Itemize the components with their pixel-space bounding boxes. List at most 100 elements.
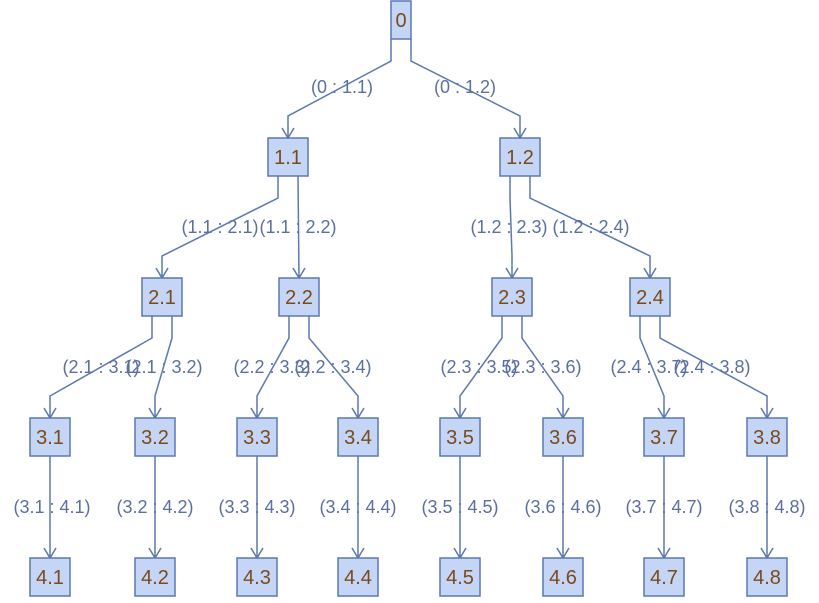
tree-node: 3.7: [643, 417, 685, 457]
edge-line: [49, 316, 153, 418]
tree-node: 3.5: [439, 417, 481, 457]
tree-node: 4.6: [542, 557, 584, 597]
edge-line: [529, 176, 651, 278]
tree-node: 2.3: [491, 277, 533, 317]
node-label: 4.2: [141, 567, 169, 589]
node-box: [390, 0, 412, 40]
tree-node: 3.6: [542, 417, 584, 457]
node-label: 4.5: [446, 567, 474, 589]
node-box: [542, 417, 584, 457]
node-box: [643, 557, 685, 597]
node-label: 4.4: [344, 567, 372, 589]
tree-node: 4.2: [134, 557, 176, 597]
tree-node: 2.2: [278, 277, 320, 317]
node-label: 3.8: [753, 427, 781, 449]
edge-label: (2.4 : 3.8): [673, 357, 750, 377]
node-box: [134, 557, 176, 597]
node-box: [134, 417, 176, 457]
tree-node: 3.8: [746, 417, 788, 457]
node-box: [337, 557, 379, 597]
tree-node: 4.3: [236, 557, 278, 597]
edge-label: (1.1 : 2.1): [181, 217, 258, 237]
node-label: 2.3: [498, 287, 526, 309]
node-label: 4.1: [36, 567, 64, 589]
node-label: 2.2: [285, 287, 313, 309]
edge-label: (2.3 : 3.5): [440, 357, 517, 377]
node-label: 4.3: [243, 567, 271, 589]
node-label: 2.1: [148, 287, 176, 309]
tree-node: 0: [390, 0, 412, 40]
edge-label: (1.2 : 2.4): [552, 217, 629, 237]
edge-label: (2.3 : 3.6): [504, 357, 581, 377]
edge-label: (0 : 1.2): [434, 77, 496, 97]
edge-label: (3.8 : 4.8): [728, 497, 805, 517]
edge-label: (3.5 : 4.5): [421, 497, 498, 517]
edge-line: [659, 316, 768, 418]
edge-line: [308, 316, 359, 418]
node-box: [491, 277, 533, 317]
node-box: [141, 277, 183, 317]
edges-layer: [43, 39, 774, 560]
tree-node: 1.2: [499, 137, 541, 177]
edge-line: [509, 176, 513, 278]
node-label: 4.7: [650, 567, 678, 589]
node-box: [278, 277, 320, 317]
tree-node: 1.1: [267, 137, 309, 177]
edge-line: [161, 176, 279, 278]
edge-line: [256, 316, 290, 418]
edge-label: (3.6 : 4.6): [524, 497, 601, 517]
edge-label: (2.2 : 3.3): [233, 357, 310, 377]
node-label: 4.8: [753, 567, 781, 589]
node-label: 1.2: [506, 147, 534, 169]
node-label: 3.7: [650, 427, 678, 449]
node-label: 3.5: [446, 427, 474, 449]
tree-node: 3.4: [337, 417, 379, 457]
node-box: [643, 417, 685, 457]
node-label: 3.2: [141, 427, 169, 449]
node-box: [236, 417, 278, 457]
tree-node: 3.2: [134, 417, 176, 457]
node-box: [439, 557, 481, 597]
edge-label: (3.3 : 4.3): [218, 497, 295, 517]
edge-label: (3.4 : 4.4): [319, 497, 396, 517]
edge-label: (1.2 : 2.3): [470, 217, 547, 237]
edge-line: [521, 316, 564, 418]
tree-node: 4.1: [29, 557, 71, 597]
node-box: [439, 417, 481, 457]
tree-node: 4.8: [746, 557, 788, 597]
edge-label: (2.1 : 3.1): [62, 357, 139, 377]
edge-label: (0 : 1.1): [311, 77, 373, 97]
edge-label: (3.2 : 4.2): [116, 497, 193, 517]
tree-node: 4.4: [337, 557, 379, 597]
edge-line: [639, 316, 665, 418]
tree-node: 3.1: [29, 417, 71, 457]
node-box: [629, 277, 671, 317]
node-box: [499, 137, 541, 177]
edge-line: [297, 175, 300, 279]
node-box: [337, 417, 379, 457]
edge-label: (3.1 : 4.1): [13, 497, 90, 517]
edge-line: [154, 316, 173, 418]
node-label: 0: [395, 10, 406, 32]
node-label: 3.1: [36, 427, 64, 449]
node-box: [746, 557, 788, 597]
edge-labels-layer: (0 : 1.1) (0 : 1.2) (1.1 : 2.1) (1.1 : 2.2)…: [13, 77, 805, 517]
node-box: [29, 557, 71, 597]
edge-label: (2.4 : 3.7): [610, 357, 687, 377]
node-box: [746, 417, 788, 457]
node-label: 3.4: [344, 427, 372, 449]
node-label: 3.3: [243, 427, 271, 449]
edge-line: [410, 39, 521, 138]
tree-node: 4.5: [439, 557, 481, 597]
edge-label: (2.2 : 3.4): [294, 357, 371, 377]
node-label: 2.4: [636, 287, 664, 309]
tree-node: 3.3: [236, 417, 278, 457]
nodes-layer: 0 1.1 1.2 2.1 2.2 2.3 2.4 3.1 3.2 3.3 3.4 3.5 3.6 3.7…: [29, 0, 788, 597]
edge-line: [287, 39, 392, 138]
tree-node: 2.4: [629, 277, 671, 317]
node-label: 4.6: [549, 567, 577, 589]
node-label: 1.1: [274, 147, 302, 169]
node-box: [236, 557, 278, 597]
edge-label: (3.7 : 4.7): [625, 497, 702, 517]
